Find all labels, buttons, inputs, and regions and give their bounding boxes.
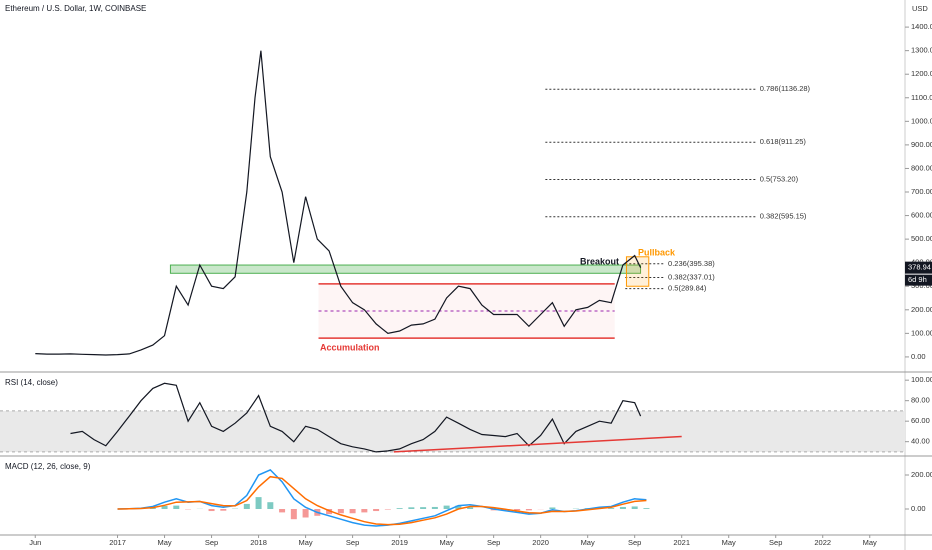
series-line	[117, 475, 647, 526]
macd-histogram-bar	[608, 508, 615, 509]
x-tick-label: May	[581, 538, 595, 547]
macd-title: MACD (12, 26, close, 9)	[5, 462, 91, 471]
x-tick-label: 2018	[250, 538, 267, 547]
x-tick-label: Jun	[29, 538, 41, 547]
fib-label: 0.382(595.15)	[760, 212, 807, 221]
fib-label: 0.5(289.84)	[668, 284, 707, 293]
y-tick-label: 300.00	[911, 281, 932, 290]
macd-histogram-bar	[619, 506, 626, 509]
macd-histogram-bar	[267, 502, 274, 509]
macd-histogram-bar	[220, 509, 227, 511]
macd-histogram-bar	[384, 509, 391, 510]
y-tick-label: 200.00	[911, 305, 932, 314]
macd-histogram-bar	[467, 507, 474, 509]
y-tick-label: 600.00	[911, 211, 932, 220]
y-tick-label: 1200.00	[911, 69, 932, 78]
trendline	[393, 435, 682, 453]
x-tick-label: May	[440, 538, 454, 547]
fib-label: 0.236(395.38)	[668, 259, 715, 268]
x-tick-label: 2017	[109, 538, 126, 547]
x-tick-label: May	[298, 538, 312, 547]
x-tick-label: Sep	[346, 538, 359, 547]
y-tick-label: 0.00	[911, 504, 926, 513]
macd-histogram-bar	[631, 506, 638, 509]
y-tick-label: 40.00	[911, 437, 930, 446]
y-tick-label: 800.00	[911, 163, 932, 172]
y-tick-label: 80.00	[911, 396, 930, 405]
y-tick-label: 1400.00	[911, 22, 932, 31]
y-tick-label: 900.00	[911, 140, 932, 149]
macd-histogram-bar	[455, 505, 462, 509]
rsi-title: RSI (14, close)	[5, 378, 58, 387]
y-tick-label: 1300.00	[911, 46, 932, 55]
macd-histogram-bar	[326, 509, 333, 515]
x-tick-label: May	[157, 538, 171, 547]
countdown-label: 6d 9h	[908, 275, 927, 284]
macd-histogram-bar	[173, 505, 180, 509]
macd-histogram-bar	[243, 503, 250, 509]
macd-histogram-bar	[373, 509, 380, 512]
y-tick-label: 200.00	[911, 470, 932, 479]
macd-histogram-bar	[549, 507, 556, 509]
x-tick-label: Sep	[205, 538, 218, 547]
macd-histogram-bar	[643, 508, 650, 509]
x-tick-label: May	[722, 538, 736, 547]
x-tick-label: Sep	[769, 538, 782, 547]
y-tick-label: 500.00	[911, 234, 932, 243]
fib-label: 0.382(337.01)	[668, 273, 715, 282]
series-line	[117, 469, 647, 527]
y-tick-label: 60.00	[911, 416, 930, 425]
y-tick-label: 1000.00	[911, 116, 932, 125]
macd-histogram-bar	[149, 507, 156, 509]
pullback-box	[625, 256, 650, 287]
x-tick-label: 2022	[814, 538, 831, 547]
macd-histogram-bar	[431, 506, 438, 509]
x-tick-label: 2019	[391, 538, 408, 547]
chart-title: Ethereum / U.S. Dollar, 1W, COINBASE	[5, 4, 146, 13]
macd-histogram-bar	[408, 507, 415, 509]
macd-histogram-bar	[420, 507, 427, 509]
macd-histogram-bar	[337, 509, 344, 514]
y-tick-label: 1100.00	[911, 93, 932, 102]
breakout-label: Breakout	[580, 256, 619, 266]
series-line	[35, 50, 642, 356]
x-tick-label: 2021	[673, 538, 690, 547]
countdown-tag	[905, 274, 932, 286]
pullback-label: Pullback	[638, 247, 676, 257]
x-tick-label: 2020	[532, 538, 549, 547]
y-tick-label: 100.00	[911, 328, 932, 337]
macd-histogram-bar	[349, 509, 356, 514]
x-tick-label: Sep	[487, 538, 500, 547]
last-price-label: 378.94	[908, 263, 931, 272]
fib-label: 0.618(911.25)	[760, 137, 807, 146]
macd-histogram-bar	[361, 509, 368, 513]
y-tick-label: 100.00	[911, 375, 932, 384]
currency: USD	[912, 4, 928, 13]
macd-histogram-bar	[208, 509, 215, 512]
fib-label: 0.5(753.20)	[760, 174, 799, 183]
macd-histogram-bar	[161, 505, 168, 509]
y-tick-label: 700.00	[911, 187, 932, 196]
x-tick-label: May	[863, 538, 877, 547]
accumulation-label: Accumulation	[320, 342, 380, 352]
macd-histogram-bar	[443, 505, 450, 509]
macd-histogram-bar	[302, 509, 309, 518]
macd-histogram-bar	[396, 508, 403, 509]
macd-histogram-bar	[514, 509, 521, 511]
series-line	[70, 382, 642, 453]
macd-histogram-bar	[525, 509, 532, 511]
macd-histogram-bar	[290, 509, 297, 520]
macd-histogram-bar	[279, 509, 286, 513]
support-zone	[169, 264, 642, 274]
rsi-band	[0, 410, 905, 452]
x-tick-label: Sep	[628, 538, 641, 547]
y-tick-label: 0.00	[911, 352, 926, 361]
last-price-tag	[905, 261, 932, 274]
fib-label: 0.786(1136.28)	[760, 84, 811, 93]
macd-histogram-bar	[255, 497, 262, 509]
